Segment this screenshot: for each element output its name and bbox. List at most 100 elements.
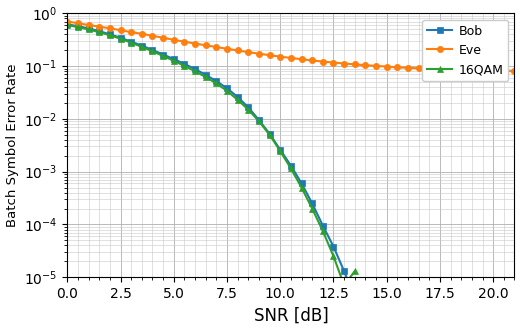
16QAM: [245, 108, 252, 112]
Bob: [160, 52, 166, 56]
Bob: [203, 73, 209, 77]
Eve: [352, 62, 358, 66]
Bob: [192, 67, 198, 71]
16QAM: [75, 25, 81, 29]
Bob: [75, 24, 81, 28]
Eve: [213, 45, 219, 49]
16QAM: [256, 119, 262, 123]
Eve: [394, 65, 400, 69]
Eve: [362, 63, 369, 67]
16QAM: [235, 98, 241, 102]
16QAM: [139, 45, 145, 49]
Eve: [479, 68, 486, 72]
Eve: [277, 55, 283, 59]
Eve: [288, 56, 294, 60]
Eve: [447, 68, 453, 72]
Eve: [181, 40, 188, 44]
Eve: [245, 50, 252, 54]
Eve: [320, 60, 326, 64]
Eve: [171, 38, 177, 42]
Bob: [107, 32, 113, 36]
Eve: [341, 61, 347, 65]
Bob: [320, 224, 326, 228]
Bob: [235, 95, 241, 99]
Bob: [171, 57, 177, 61]
16QAM: [277, 149, 283, 153]
Eve: [235, 49, 241, 52]
Eve: [64, 19, 70, 23]
Eve: [469, 68, 475, 72]
16QAM: [224, 89, 230, 93]
Bob: [139, 44, 145, 48]
Bob: [298, 182, 305, 185]
Eve: [266, 53, 272, 57]
Y-axis label: Batch Symbol Error Rate: Batch Symbol Error Rate: [6, 63, 19, 227]
16QAM: [288, 166, 294, 170]
Eve: [149, 34, 155, 38]
16QAM: [352, 269, 358, 273]
Eve: [75, 21, 81, 25]
16QAM: [171, 59, 177, 63]
Bob: [128, 40, 134, 44]
Eve: [128, 30, 134, 34]
Eve: [415, 66, 422, 70]
Bob: [96, 29, 102, 33]
Bob: [64, 22, 70, 26]
Eve: [309, 58, 315, 62]
Bob: [341, 269, 347, 273]
16QAM: [149, 49, 155, 53]
Bob: [245, 105, 252, 109]
Bob: [256, 118, 262, 122]
16QAM: [192, 69, 198, 73]
16QAM: [309, 207, 315, 211]
Bob: [309, 201, 315, 205]
16QAM: [203, 75, 209, 79]
Eve: [405, 66, 411, 70]
16QAM: [181, 64, 188, 68]
Bob: [352, 296, 358, 300]
16QAM: [266, 133, 272, 137]
Eve: [192, 42, 198, 46]
16QAM: [298, 185, 305, 189]
Bob: [288, 164, 294, 168]
Eve: [96, 25, 102, 29]
Bob: [266, 132, 272, 136]
Line: Eve: Eve: [64, 18, 517, 74]
Bob: [362, 314, 369, 318]
16QAM: [320, 229, 326, 233]
16QAM: [85, 27, 92, 31]
Eve: [458, 68, 464, 72]
16QAM: [330, 254, 336, 258]
Eve: [426, 67, 433, 71]
Line: 16QAM: 16QAM: [64, 22, 358, 288]
Eve: [256, 52, 262, 56]
Eve: [511, 69, 517, 73]
Eve: [501, 69, 507, 73]
16QAM: [96, 30, 102, 34]
16QAM: [160, 54, 166, 58]
16QAM: [107, 33, 113, 37]
Legend: Bob, Eve, 16QAM: Bob, Eve, 16QAM: [422, 19, 508, 81]
Eve: [203, 43, 209, 47]
Eve: [298, 57, 305, 61]
X-axis label: SNR [dB]: SNR [dB]: [254, 307, 328, 324]
Eve: [139, 32, 145, 36]
Line: Bob: Bob: [64, 21, 369, 319]
Eve: [330, 60, 336, 64]
Bob: [181, 62, 188, 66]
16QAM: [341, 283, 347, 287]
Eve: [107, 26, 113, 30]
Bob: [149, 48, 155, 52]
Eve: [85, 23, 92, 27]
Eve: [373, 64, 379, 68]
Bob: [213, 79, 219, 83]
16QAM: [213, 82, 219, 85]
Bob: [85, 26, 92, 30]
16QAM: [118, 37, 124, 41]
16QAM: [128, 41, 134, 45]
Bob: [277, 148, 283, 152]
Bob: [118, 36, 124, 40]
Eve: [490, 69, 496, 73]
16QAM: [64, 23, 70, 27]
Eve: [224, 47, 230, 51]
